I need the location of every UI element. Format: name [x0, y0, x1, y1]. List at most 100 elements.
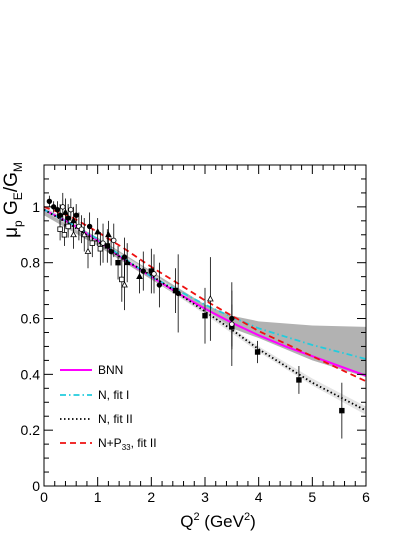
marker-triangle: [62, 208, 69, 215]
data-point-19: [89, 229, 95, 258]
legend-entry-n-fit-1: N, fit I: [60, 388, 129, 402]
marker-square: [119, 276, 125, 283]
marker-circle: [54, 206, 61, 213]
marker-square: [115, 259, 121, 266]
x-tick-label: 0: [40, 489, 48, 505]
x-tick-label: 2: [147, 489, 155, 505]
legend-entry-n-fit-2: N, fit II: [60, 412, 133, 426]
marker-circle: [57, 212, 63, 218]
data-point-43: [229, 282, 235, 366]
x-tick-label: 1: [94, 489, 102, 505]
marker-circle: [140, 268, 146, 274]
legend-label-n-fit-2: N, fit II: [98, 412, 133, 426]
x-tick-label: 6: [362, 489, 370, 505]
marker-square: [254, 349, 261, 355]
data-point-40: [206, 257, 214, 341]
marker-square: [296, 377, 302, 383]
data-point-37: [172, 268, 179, 313]
y-label-sub3: M: [11, 162, 25, 172]
data-point-15: [78, 215, 85, 244]
marker-square: [339, 407, 345, 414]
marker-triangle: [121, 281, 128, 288]
marker-triangle: [105, 230, 112, 238]
data-point-30: [121, 259, 128, 311]
marker-square: [57, 226, 63, 232]
marker-square: [104, 243, 111, 249]
axis-tick-labels: 0 1 2 3 4 5 6 0 0.2 0.4 0.6 0.8 1: [21, 199, 371, 505]
data-point-13: [65, 215, 71, 238]
axis-ticks: [43, 165, 367, 487]
data-point-33: [140, 251, 146, 291]
marker-circle: [86, 223, 93, 230]
data-point-17: [86, 212, 93, 241]
marker-triangle: [80, 230, 88, 238]
marker-triangle: [206, 295, 214, 302]
data-point-22: [100, 223, 106, 263]
marker-circle: [175, 290, 181, 297]
x-label-base: Q: [180, 512, 193, 531]
data-point-5: [62, 198, 69, 227]
data-point-12: [61, 223, 68, 246]
marker-triangle: [94, 228, 102, 235]
marker-square: [97, 246, 104, 252]
x-label-sup1: 2: [193, 511, 199, 523]
marker-circle: [111, 237, 117, 244]
data-point-34: [148, 248, 155, 294]
x-axis-label: Q2 (GeV2): [180, 511, 256, 531]
legend-entry-n-p33-fit-2: N+P33, fit II: [60, 436, 157, 452]
data-point-44: [254, 340, 261, 364]
y-label-sub1: p: [11, 220, 25, 227]
x-label-end: ): [250, 512, 256, 531]
y-tick-label: 0.6: [21, 311, 41, 327]
data-point-39: [202, 287, 208, 344]
data-point-38: [175, 254, 181, 333]
data-point-18: [84, 234, 92, 269]
marker-square: [89, 240, 95, 246]
marker-circle: [68, 206, 74, 213]
marker-circle: [121, 254, 128, 260]
legend-label-n-fit-1: N, fit I: [98, 388, 129, 402]
marker-circle: [46, 198, 53, 204]
data-point-45: [296, 365, 302, 394]
legend: BNN N, fit I N, fit II N+P33, fit II: [60, 363, 157, 452]
x-tick-label: 5: [308, 489, 316, 505]
legend-entry-bnn: BNN: [60, 363, 123, 377]
x-tick-label: 3: [201, 489, 209, 505]
y-label-slash: /G: [1, 172, 22, 192]
data-point-14: [70, 220, 77, 249]
data-point-11: [57, 218, 63, 241]
data-point-35: [151, 254, 157, 294]
data-point-0: [46, 195, 53, 207]
marker-square: [61, 232, 68, 238]
marker-circle: [156, 282, 163, 288]
marker-circle: [60, 204, 66, 210]
data-point-36: [156, 262, 163, 308]
data-point-24: [105, 220, 112, 249]
marker-circle: [151, 271, 157, 277]
marker-square: [65, 223, 71, 230]
data-point-16: [80, 218, 88, 252]
x-tick-label: 4: [255, 489, 263, 505]
y-tick-label: 0: [32, 478, 40, 494]
marker-circle: [73, 212, 79, 218]
data-point-21: [97, 231, 104, 266]
marker-circle: [100, 240, 106, 246]
y-tick-label: 0.4: [21, 366, 41, 382]
data-point-26: [111, 223, 117, 258]
y-axis-label: μp GE/GM: [1, 162, 25, 238]
marker-circle: [78, 226, 85, 232]
marker-circle: [229, 321, 235, 327]
series-line-1: [43, 208, 367, 360]
y-label-mid: G: [1, 200, 22, 220]
y-label-base: μ: [1, 227, 22, 238]
data-point-32: [136, 259, 143, 294]
data-points: [46, 192, 345, 439]
data-point-31: [123, 243, 131, 283]
y-tick-label: 0.2: [21, 422, 41, 438]
data-point-7: [68, 198, 74, 221]
marker-triangle: [84, 247, 92, 254]
y-tick-label: 0.8: [21, 255, 41, 271]
data-point-46: [339, 382, 345, 439]
marker-triangle: [70, 230, 77, 238]
